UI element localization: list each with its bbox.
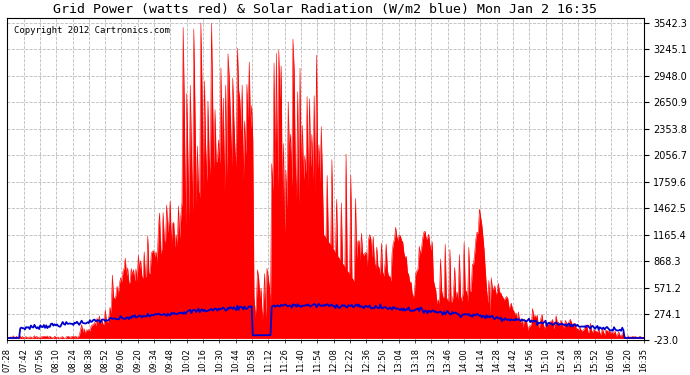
Title: Grid Power (watts red) & Solar Radiation (W/m2 blue) Mon Jan 2 16:35: Grid Power (watts red) & Solar Radiation… (53, 3, 598, 16)
Text: Copyright 2012 Cartronics.com: Copyright 2012 Cartronics.com (14, 26, 170, 35)
